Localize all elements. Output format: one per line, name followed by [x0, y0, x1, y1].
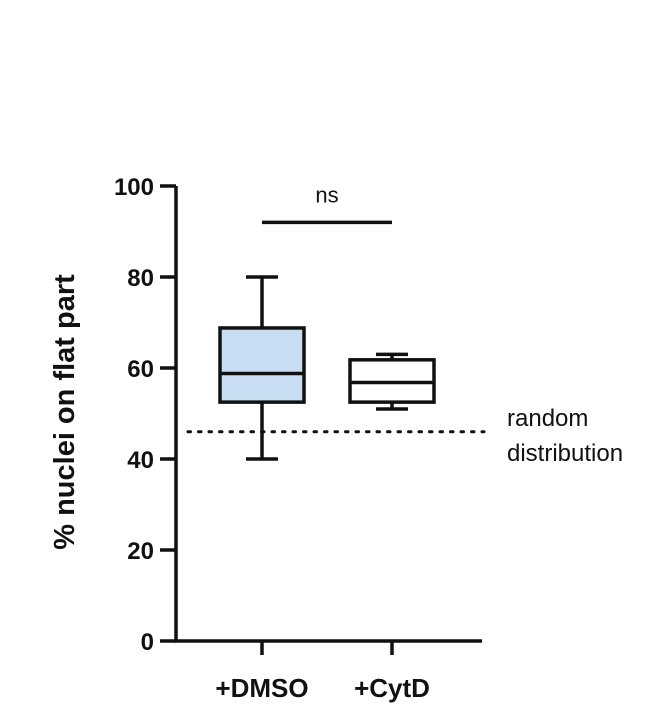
- box-iqr: [218, 326, 306, 404]
- reference-line-label: random: [507, 405, 588, 432]
- y-tick-label: 80: [127, 265, 154, 292]
- boxes: [218, 275, 436, 461]
- x-ticks: +DMSO +CytD: [215, 641, 430, 703]
- x-category-label: +DMSO: [215, 673, 308, 703]
- y-tick-label: 100: [114, 174, 154, 201]
- box-2: [348, 352, 436, 411]
- y-axis-title: % nuclei on flat part: [49, 274, 81, 550]
- significance-label: ns: [315, 182, 338, 207]
- x-category-label: +CytD: [354, 673, 430, 703]
- y-tick-label: 60: [127, 356, 154, 383]
- reference-line-label: distribution: [507, 440, 623, 467]
- y-tick-label: 20: [127, 538, 154, 565]
- significance-group: ns: [262, 182, 392, 225]
- y-tick-label: 0: [141, 629, 154, 656]
- y-tick-label: 40: [127, 447, 154, 474]
- axes: [174, 186, 482, 643]
- box-1: [218, 275, 306, 461]
- reference-line-group: random distribution: [186, 405, 623, 467]
- y-ticks: 0 20 40 60 80 100: [114, 174, 176, 656]
